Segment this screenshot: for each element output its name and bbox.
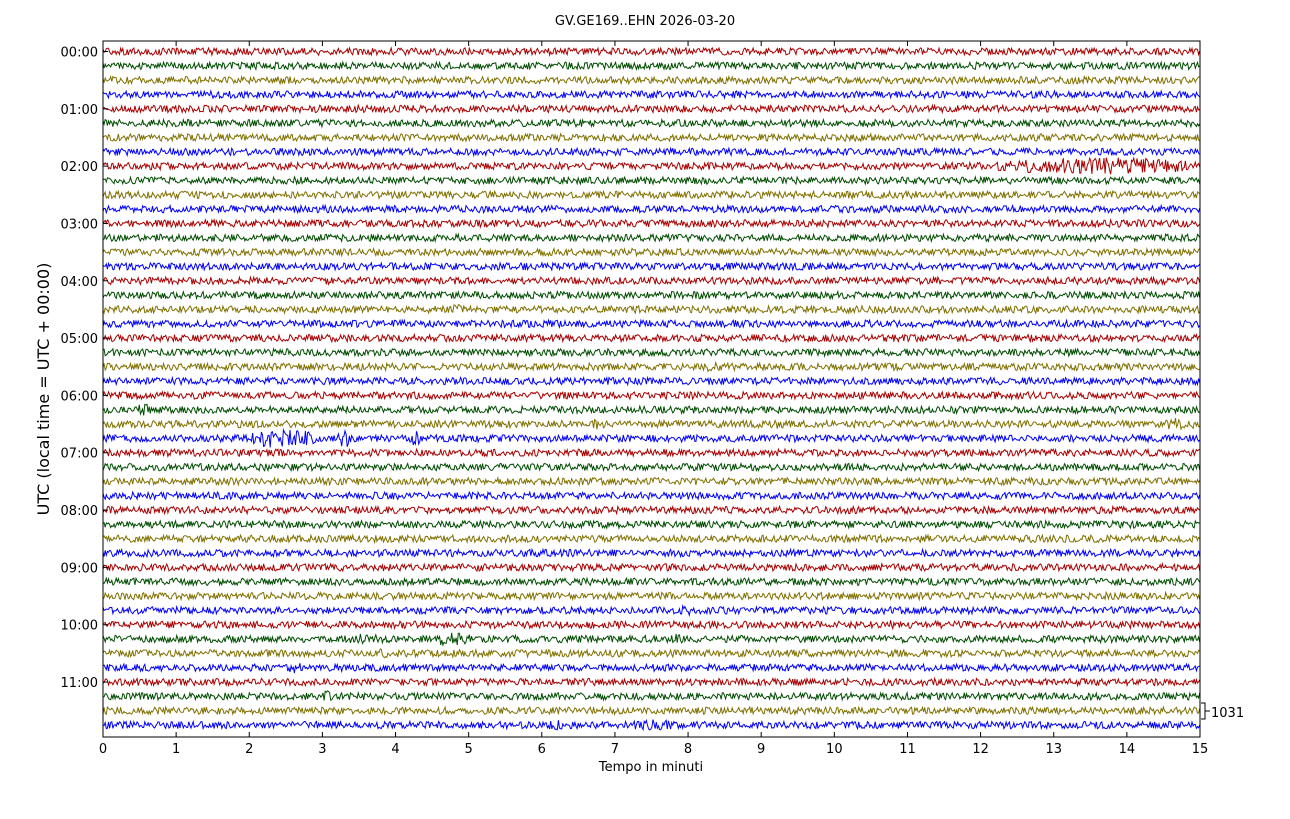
y-tick-label: 11:00: [61, 676, 98, 691]
y-tick-label: 06:00: [61, 389, 98, 404]
x-tick-label: 9: [757, 742, 765, 757]
trace-line: [102, 347, 1201, 358]
x-tick-label: 2: [245, 742, 253, 757]
trace-line: [102, 461, 1201, 473]
trace-line: [102, 619, 1201, 631]
y-tick-label: 04:00: [61, 275, 98, 290]
trace-line: [102, 175, 1201, 186]
x-tick-label: 0: [99, 742, 107, 757]
y-tick-label: 07:00: [61, 447, 98, 462]
trace-line: [102, 132, 1201, 143]
x-axis: 0 1 2 3 4 5 6 7 8 9 10 11 12 13 14 15: [99, 41, 1208, 757]
trace-line: [102, 303, 1201, 315]
trace-line: [102, 89, 1201, 100]
x-tick-label: 13: [1045, 742, 1062, 757]
x-axis-label: Tempo in minuti: [598, 760, 703, 775]
trace-line: [102, 318, 1201, 330]
x-tick-label: 11: [899, 742, 916, 757]
x-tick-label: 8: [684, 742, 692, 757]
x-tick-label: 10: [826, 742, 843, 757]
trace-line: [102, 504, 1200, 516]
plot-frame: [102, 40, 1201, 738]
trace-line: [102, 332, 1201, 344]
trace-line: [102, 74, 1200, 86]
trace-line: [103, 690, 1201, 702]
trace-line: [102, 576, 1201, 588]
trace-layer: [102, 46, 1201, 732]
trace-line: [102, 156, 1201, 175]
trace-line: [102, 261, 1201, 272]
trace-line: [102, 547, 1201, 559]
trace-line: [102, 590, 1201, 602]
y-tick-label: 09:00: [61, 561, 98, 576]
trace-line: [102, 360, 1200, 373]
trace-line: [102, 218, 1201, 229]
y-tick-label: 01:00: [61, 103, 98, 118]
trace-line: [102, 705, 1201, 717]
trace-line: [102, 289, 1201, 301]
trace-line: [102, 389, 1201, 401]
trace-line: [102, 417, 1200, 431]
trace-line: [102, 676, 1201, 688]
trace-line: [102, 275, 1201, 287]
x-tick-label: 5: [465, 742, 473, 757]
trace-line: [102, 203, 1201, 215]
x-tick-label: 3: [318, 742, 326, 757]
trace-line: [102, 662, 1200, 674]
y-tick-label: 02:00: [61, 160, 98, 175]
y-tick-label: 03:00: [61, 217, 98, 232]
trace-line: [102, 718, 1201, 732]
trace-line: [102, 146, 1201, 158]
trace-line: [102, 647, 1200, 659]
x-tick-label: 7: [611, 742, 619, 757]
trace-line: [102, 232, 1201, 244]
trace-line: [102, 427, 1201, 448]
y-tick-label: 00:00: [61, 46, 98, 61]
trace-line: [102, 518, 1200, 530]
trace-line: [102, 475, 1201, 487]
x-tick-label: 14: [1119, 742, 1136, 757]
trace-line: [102, 632, 1201, 647]
y-tick-label: 05:00: [61, 332, 98, 347]
trace-line: [102, 189, 1200, 201]
y-axis: 00:00 01:00 02:00 03:00 04:00 05:00 06:00 07:00…: [61, 46, 108, 691]
trace-line: [102, 490, 1201, 501]
trace-line: [102, 447, 1200, 459]
chart-title: GV.GE169..EHN 2026-03-20: [555, 14, 735, 29]
y-tick-label: 10:00: [61, 619, 98, 634]
trace-line: [102, 246, 1200, 258]
trace-line: [102, 117, 1201, 129]
scale-label: 1031: [1211, 706, 1244, 721]
x-tick-label: 12: [972, 742, 989, 757]
x-tick-label: 6: [538, 742, 546, 757]
trace-line: [102, 603, 1201, 618]
x-tick-label: 1: [172, 742, 180, 757]
trace-line: [102, 533, 1201, 545]
trace-line: [102, 375, 1201, 387]
y-tick-label: 08:00: [61, 504, 98, 519]
trace-line: [102, 60, 1200, 72]
y-axis-label: UTC (local time = UTC + 00:00): [34, 263, 53, 516]
x-tick-label: 15: [1192, 742, 1209, 757]
trace-line: [102, 561, 1201, 573]
trace-line: [102, 403, 1200, 416]
trace-line: [102, 46, 1201, 57]
x-tick-label: 4: [391, 742, 399, 757]
scale-bar: 1031: [1201, 702, 1244, 721]
trace-line: [102, 103, 1200, 115]
